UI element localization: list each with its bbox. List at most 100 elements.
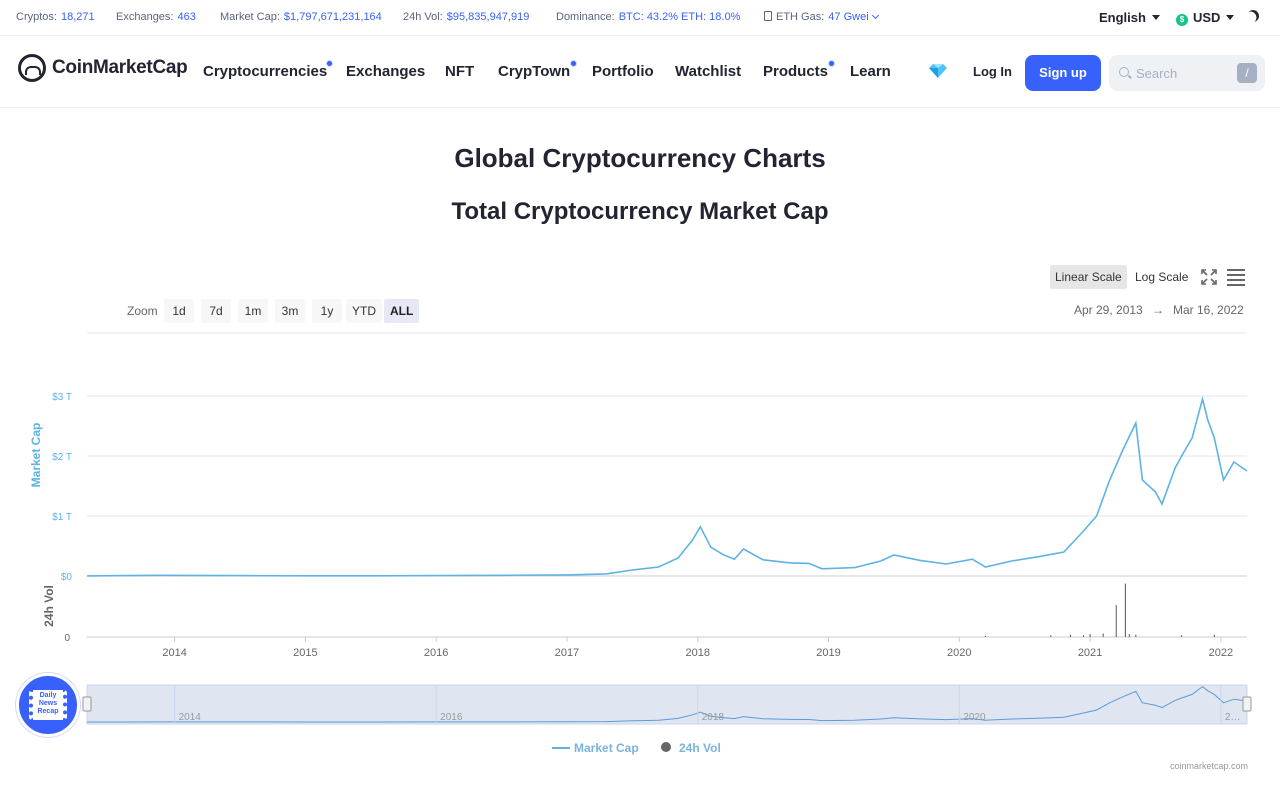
x-tick-label: 2016	[424, 647, 448, 659]
stat-label: 24h Vol:	[403, 11, 443, 23]
search-shortcut-key: /	[1237, 63, 1257, 83]
new-indicator-dot	[828, 60, 835, 67]
language-label: English	[1099, 10, 1146, 25]
stat-dominance: Dominance: BTC: 43.2% ETH: 18.0%	[556, 11, 740, 23]
y-axis-title: Market Cap	[29, 423, 43, 488]
x-tick-label: 2015	[293, 647, 317, 659]
nav-watchlist[interactable]: Watchlist	[675, 63, 742, 80]
nav-portfolio[interactable]: Portfolio	[592, 63, 654, 80]
y-tick-label: $3 T	[52, 392, 72, 403]
nav-cryptown[interactable]: CrypTown	[498, 60, 577, 80]
navigator-selection	[86, 684, 1248, 725]
currency-selector[interactable]: $ USD	[1176, 10, 1235, 26]
y-tick-label: $0	[61, 572, 73, 583]
zoom-ytd-button[interactable]: YTD	[346, 299, 382, 323]
market-cap-series-line	[86, 395, 1248, 577]
x-tick-label: 2019	[816, 647, 840, 659]
global-stats-bar: Cryptos: 18,271 Exchanges: 463 Market Cap:…	[0, 0, 1280, 36]
volume-axis-title: 24h Vol	[42, 585, 56, 627]
caret-down-icon	[1226, 15, 1235, 20]
navigator-series-line	[86, 685, 1248, 723]
nav-nft[interactable]: NFT	[445, 63, 475, 80]
navigator-tick-label: 2020	[963, 712, 986, 723]
nav-products[interactable]: Products	[763, 60, 835, 80]
x-tick-label: 2014	[162, 647, 186, 659]
stat-volume: 24h Vol: $95,835,947,919	[403, 11, 529, 23]
zoom-3m-button[interactable]: 3m	[275, 299, 305, 323]
stat-label: Market Cap:	[220, 11, 280, 23]
stat-label: Exchanges:	[116, 11, 174, 23]
navigator-handle	[1242, 696, 1252, 712]
zoom-1y-button[interactable]: 1y	[312, 299, 342, 323]
stat-market-cap: Market Cap: $1,797,671,231,164	[220, 11, 382, 23]
legend-volume-swatch	[661, 742, 671, 752]
new-indicator-dot	[570, 60, 577, 67]
currency-label: USD	[1193, 10, 1221, 25]
x-tick-label: 2021	[1078, 647, 1102, 659]
chart-title: Total Cryptocurrency Market Cap	[451, 198, 829, 225]
zoom-all-button[interactable]: ALL	[384, 299, 420, 323]
login-button[interactable]: Log In	[973, 64, 1012, 79]
stat-cryptos: Cryptos: 18,271	[16, 11, 95, 23]
navigator-tick-label: 2014	[179, 712, 202, 723]
chart-credits[interactable]: coinmarketcap.com	[1170, 761, 1249, 771]
recap-film-icon: Daily News Recap	[29, 690, 67, 720]
x-tick-label: 2020	[947, 647, 971, 659]
cryptos-count-link[interactable]: 18,271	[60, 11, 95, 23]
navigator-tick-label: 2…	[1225, 712, 1241, 723]
nav-cryptocurrencies[interactable]: Cryptocurrencies	[203, 60, 333, 80]
chart-menu-icon[interactable]	[1227, 269, 1245, 286]
chevron-down-icon	[871, 11, 879, 20]
y-tick-label: $1 T	[52, 512, 72, 523]
zoom-1d-button[interactable]: 1d	[164, 299, 194, 323]
dominance-link[interactable]: BTC: 43.2% ETH: 18.0%	[618, 11, 741, 23]
stat-label: Cryptos:	[16, 11, 57, 23]
volume-link[interactable]: $95,835,947,919	[446, 11, 530, 23]
search-box[interactable]: /	[1109, 55, 1265, 91]
caret-down-icon	[1151, 15, 1160, 20]
main-header: CoinMarketCap Cryptocurrencies Exchanges…	[0, 36, 1280, 108]
zoom-7d-button[interactable]: 7d	[201, 299, 231, 323]
x-tick-label: 2022	[1209, 647, 1233, 659]
legend-market-cap: Market Cap	[574, 741, 639, 755]
linear-scale-button[interactable]: Linear Scale	[1050, 265, 1127, 289]
stat-label: ETH Gas:	[776, 11, 825, 23]
coinmarketcap-logo[interactable]: CoinMarketCap	[18, 54, 188, 82]
zoom-1m-button[interactable]: 1m	[238, 299, 268, 323]
stat-exchanges: Exchanges: 463	[116, 11, 196, 23]
nav-exchanges[interactable]: Exchanges	[346, 63, 426, 80]
legend-volume: 24h Vol	[679, 741, 721, 755]
daily-news-recap-button[interactable]: Daily News Recap	[16, 673, 80, 737]
dollar-coin-icon: $	[1176, 14, 1188, 26]
exchanges-count-link[interactable]: 463	[177, 11, 196, 23]
search-input[interactable]	[1136, 63, 1236, 83]
fullscreen-icon[interactable]	[1201, 269, 1217, 285]
y-tick-label: $2 T	[52, 452, 72, 463]
signup-button[interactable]: Sign up	[1025, 55, 1101, 91]
navigator-tick-label: 2016	[440, 712, 463, 723]
zoom-label: Zoom	[127, 304, 158, 318]
language-selector[interactable]: English	[1099, 10, 1160, 25]
market-cap-chart[interactable]: $0 $1 T $2 T $3 T Market Cap 0 24h Vol 2014 2015…	[0, 330, 1280, 770]
nav-label: Cryptocurrencies	[203, 63, 328, 80]
stat-eth-gas[interactable]: ETH Gas: 47 Gwei	[764, 11, 879, 23]
date-arrow: →	[1152, 303, 1164, 317]
date-to[interactable]: Mar 16, 2022	[1173, 303, 1244, 317]
log-scale-button[interactable]: Log Scale	[1135, 270, 1189, 284]
dark-mode-moon-icon[interactable]	[1245, 8, 1261, 24]
nav-label: CrypTown	[498, 63, 571, 80]
page-title: Global Cryptocurrency Charts	[454, 143, 826, 173]
navigator-handle	[82, 696, 92, 712]
diamond-icon[interactable]	[929, 63, 947, 79]
stat-label: Dominance:	[556, 11, 615, 23]
market-cap-link[interactable]: $1,797,671,231,164	[283, 11, 382, 23]
logo-text: CoinMarketCap	[52, 57, 188, 78]
date-from[interactable]: Apr 29, 2013	[1074, 303, 1143, 317]
new-indicator-dot	[326, 60, 333, 67]
logo-mark-icon	[18, 54, 46, 82]
volume-tick-label: 0	[64, 633, 70, 644]
recap-label: Daily News Recap	[37, 692, 59, 715]
nav-learn[interactable]: Learn	[850, 63, 891, 80]
search-icon	[1119, 67, 1129, 77]
eth-gas-value: 47 Gwei	[828, 11, 869, 23]
